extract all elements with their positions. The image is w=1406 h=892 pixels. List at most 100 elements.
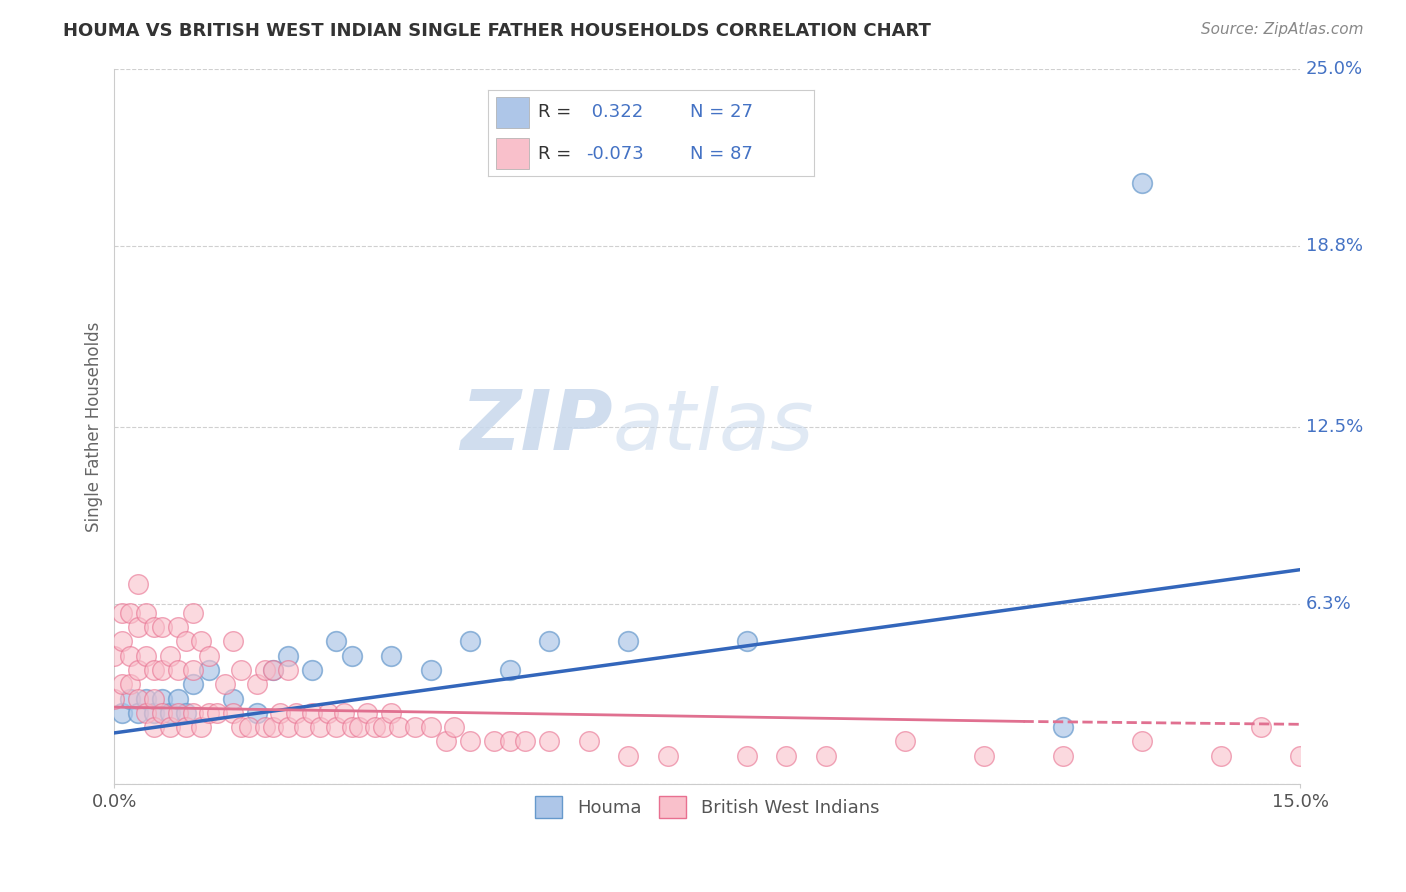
Point: [340, 648, 363, 663]
Point: [482, 734, 505, 748]
Point: [159, 720, 181, 734]
Point: [515, 734, 537, 748]
Point: [183, 677, 205, 691]
Point: [277, 648, 299, 663]
Point: [617, 748, 640, 763]
Point: [458, 634, 481, 648]
Point: [404, 720, 426, 734]
Point: [262, 663, 284, 677]
Point: [111, 677, 134, 691]
Text: 18.8%: 18.8%: [1306, 237, 1362, 255]
Point: [262, 720, 284, 734]
Point: [246, 677, 269, 691]
Point: [332, 706, 354, 720]
Point: [578, 734, 600, 748]
Point: [103, 691, 125, 706]
Point: [277, 663, 299, 677]
Point: [292, 720, 315, 734]
Point: [120, 677, 142, 691]
Point: [325, 634, 347, 648]
Point: [174, 720, 197, 734]
Point: [142, 720, 165, 734]
Point: [222, 706, 245, 720]
Point: [120, 691, 142, 706]
Point: [380, 706, 402, 720]
Point: [443, 720, 465, 734]
Point: [142, 620, 165, 634]
Point: [657, 748, 679, 763]
Point: [1052, 748, 1074, 763]
Point: [174, 634, 197, 648]
Point: [301, 706, 323, 720]
Point: [380, 648, 402, 663]
Point: [1250, 720, 1272, 734]
Point: [135, 706, 157, 720]
Point: [183, 606, 205, 620]
Text: 12.5%: 12.5%: [1306, 417, 1364, 435]
Point: [498, 663, 520, 677]
Point: [735, 634, 758, 648]
Point: [120, 648, 142, 663]
Point: [198, 706, 221, 720]
Point: [135, 648, 157, 663]
Point: [183, 663, 205, 677]
Point: [349, 720, 371, 734]
Point: [166, 663, 188, 677]
Point: [150, 691, 173, 706]
Text: atlas: atlas: [613, 386, 814, 467]
Point: [269, 706, 291, 720]
Point: [222, 691, 245, 706]
Point: [174, 706, 197, 720]
Point: [229, 720, 252, 734]
Point: [814, 748, 837, 763]
Point: [340, 720, 363, 734]
Point: [159, 648, 181, 663]
Point: [735, 748, 758, 763]
Point: [150, 663, 173, 677]
Point: [166, 620, 188, 634]
Text: ZIP: ZIP: [460, 386, 613, 467]
Point: [419, 663, 441, 677]
Legend: Houma, British West Indians: Houma, British West Indians: [529, 789, 887, 825]
Point: [190, 634, 212, 648]
Point: [198, 663, 221, 677]
Point: [135, 691, 157, 706]
Point: [388, 720, 411, 734]
Point: [127, 663, 149, 677]
Point: [253, 720, 276, 734]
Point: [150, 620, 173, 634]
Point: [246, 706, 269, 720]
Text: HOUMA VS BRITISH WEST INDIAN SINGLE FATHER HOUSEHOLDS CORRELATION CHART: HOUMA VS BRITISH WEST INDIAN SINGLE FATH…: [63, 22, 931, 40]
Point: [775, 748, 797, 763]
Point: [1289, 748, 1312, 763]
Point: [277, 720, 299, 734]
Point: [111, 706, 134, 720]
Point: [419, 720, 441, 734]
Point: [973, 748, 995, 763]
Point: [538, 734, 561, 748]
Point: [120, 606, 142, 620]
Y-axis label: Single Father Households: Single Father Households: [86, 321, 103, 532]
Point: [253, 663, 276, 677]
Point: [894, 734, 917, 748]
Point: [1211, 748, 1233, 763]
Point: [127, 706, 149, 720]
Text: 6.3%: 6.3%: [1306, 595, 1351, 613]
Point: [150, 706, 173, 720]
Point: [436, 734, 458, 748]
Point: [356, 706, 378, 720]
Point: [238, 720, 260, 734]
Point: [458, 734, 481, 748]
Text: 25.0%: 25.0%: [1306, 60, 1364, 78]
Point: [127, 691, 149, 706]
Point: [301, 663, 323, 677]
Point: [166, 691, 188, 706]
Point: [1052, 720, 1074, 734]
Point: [111, 634, 134, 648]
Point: [127, 577, 149, 591]
Point: [166, 706, 188, 720]
Point: [538, 634, 561, 648]
Point: [285, 706, 308, 720]
Point: [142, 706, 165, 720]
Point: [222, 634, 245, 648]
